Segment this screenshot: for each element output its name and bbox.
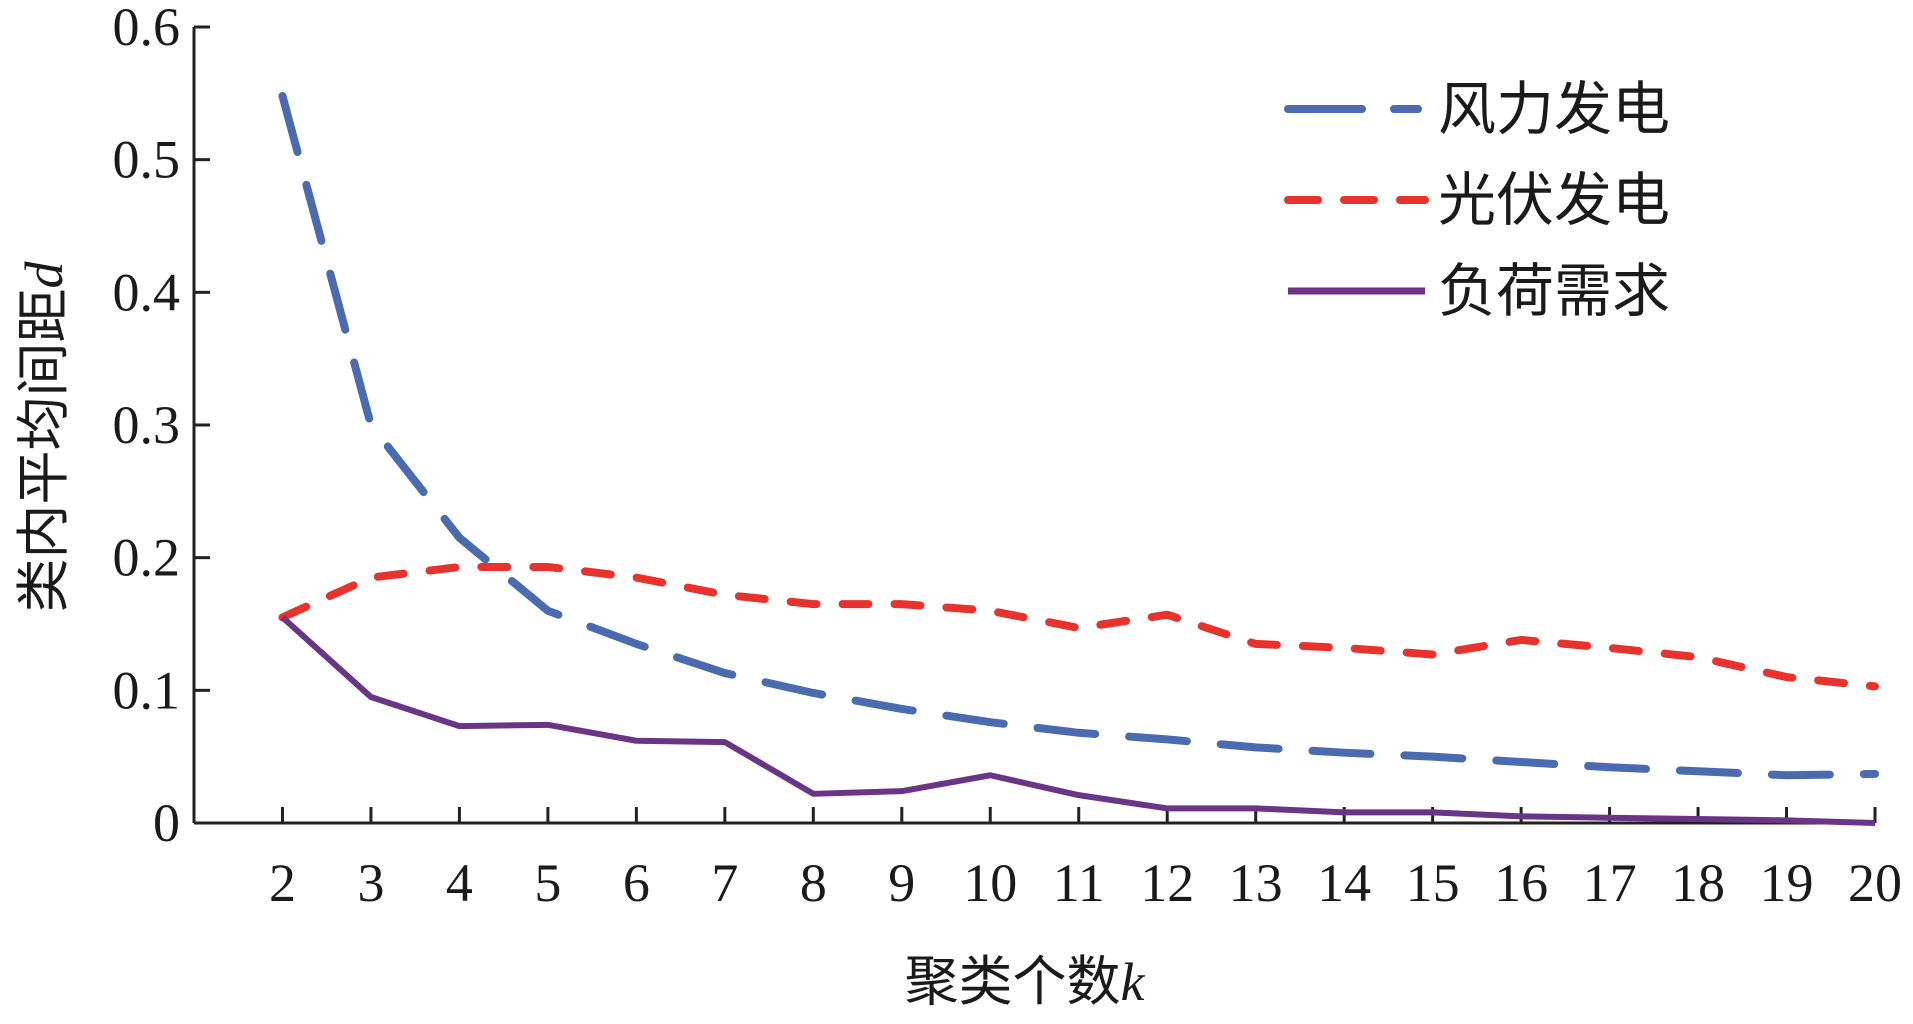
x-axis-title-text: 聚类个数 <box>905 950 1121 1013</box>
x-tick-label: 17 <box>1583 853 1637 913</box>
series-line-2 <box>280 615 1876 826</box>
y-tick-label: 0.2 <box>113 528 181 588</box>
y-axis-title-variable: d <box>14 261 74 289</box>
axes: 0 0.1 0.2 0.3 0.4 0.5 0.6 2 3 4 5 6 7 8 9 10 11 12 13 14 15 1… <box>113 0 1903 913</box>
x-tick-label: 12 <box>1140 853 1194 913</box>
x-axis-title: 聚类个数k <box>905 950 1146 1013</box>
x-tick-label: 20 <box>1848 853 1902 913</box>
x-tick-label: 18 <box>1671 853 1725 913</box>
x-tick-label: 16 <box>1494 853 1548 913</box>
series-group <box>278 91 1879 826</box>
y-tick-label: 0.3 <box>113 395 181 455</box>
y-tick-label: 0.1 <box>113 660 181 720</box>
x-tick-label: 5 <box>534 853 561 913</box>
x-tick-label: 13 <box>1229 853 1283 913</box>
x-tick-label: 3 <box>357 853 384 913</box>
legend-label-0: 风力发电 <box>1438 75 1670 143</box>
x-tick-label: 8 <box>800 853 827 913</box>
axis-labels: 聚类个数k 类内平均间距d <box>12 261 1146 1014</box>
x-tick-label: 14 <box>1317 853 1371 913</box>
series-line-1 <box>278 562 1879 691</box>
legend-label-2: 负荷需求 <box>1438 257 1670 325</box>
y-tick-label: 0.4 <box>113 262 181 322</box>
x-axis-title-variable: k <box>1121 952 1146 1012</box>
y-axis-title: 类内平均间距d <box>12 261 75 613</box>
y-tick-label: 0 <box>153 793 180 853</box>
y-tick-label: 0.5 <box>113 130 181 190</box>
y-axis-title-text: 类内平均间距 <box>12 289 75 613</box>
y-tick-label: 0.6 <box>113 0 181 57</box>
x-tick-label: 10 <box>963 853 1017 913</box>
x-tick-label: 11 <box>1053 853 1105 913</box>
x-tick-label: 9 <box>888 853 915 913</box>
x-tick-label: 19 <box>1760 853 1814 913</box>
x-tick-label: 2 <box>269 853 296 913</box>
series-line-0 <box>278 91 1879 780</box>
x-tick-label: 7 <box>711 853 738 913</box>
x-tick-label: 15 <box>1406 853 1460 913</box>
x-tick-label: 4 <box>446 853 473 913</box>
legend-label-1: 光伏发电 <box>1438 166 1670 234</box>
x-tick-label: 6 <box>623 853 650 913</box>
